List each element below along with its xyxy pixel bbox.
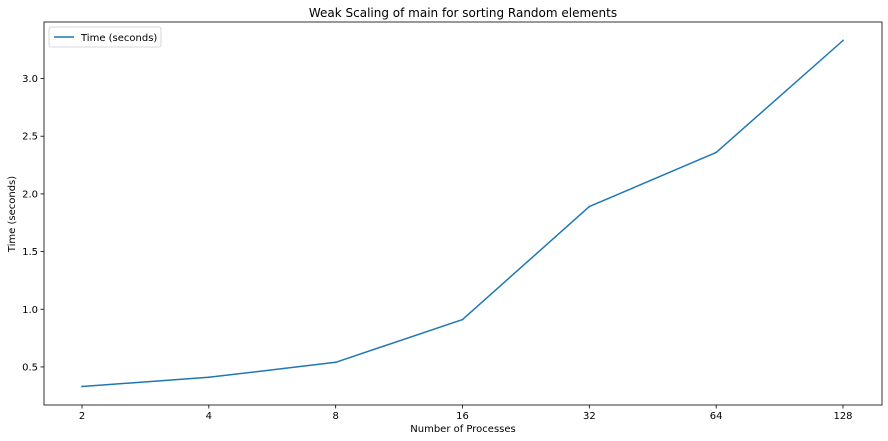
y-tick-label: 3.0 bbox=[22, 74, 38, 85]
axes-frame bbox=[43, 21, 883, 406]
x-axis-label: Number of Processes bbox=[410, 424, 515, 435]
series-layer bbox=[81, 39, 844, 388]
data-point bbox=[207, 376, 210, 379]
y-tick-label: 2.5 bbox=[22, 132, 38, 143]
data-point bbox=[461, 318, 464, 321]
y-tick-label: 0.5 bbox=[22, 362, 38, 373]
y-axis: 0.5 1.0 1.5 2.0 2.5 3.0 bbox=[22, 74, 44, 373]
chart-title: Weak Scaling of main for sorting Random … bbox=[309, 6, 617, 20]
data-point bbox=[81, 385, 83, 388]
y-tick-label: 1.5 bbox=[22, 247, 38, 258]
data-point bbox=[588, 205, 591, 208]
x-tick-label: 8 bbox=[332, 411, 338, 422]
x-tick-label: 64 bbox=[710, 411, 723, 422]
y-tick-label: 2.0 bbox=[22, 189, 38, 200]
y-axis-label: Time (seconds) bbox=[7, 176, 18, 253]
y-tick-label: 1.0 bbox=[22, 305, 38, 316]
x-tick-label: 16 bbox=[456, 411, 469, 422]
x-tick-label: 2 bbox=[79, 411, 85, 422]
legend-box bbox=[48, 26, 162, 48]
data-point bbox=[842, 39, 844, 42]
x-tick-label: 32 bbox=[583, 411, 596, 422]
x-tick-label: 128 bbox=[833, 411, 852, 422]
plot-area bbox=[43, 21, 883, 406]
data-point bbox=[334, 361, 337, 364]
x-axis: 2 4 8 16 32 64 128 bbox=[79, 405, 853, 422]
legend: Time (seconds) bbox=[48, 26, 162, 48]
x-tick-label: 4 bbox=[206, 411, 212, 422]
legend-label: Time (seconds) bbox=[80, 33, 157, 44]
data-point bbox=[715, 151, 718, 154]
